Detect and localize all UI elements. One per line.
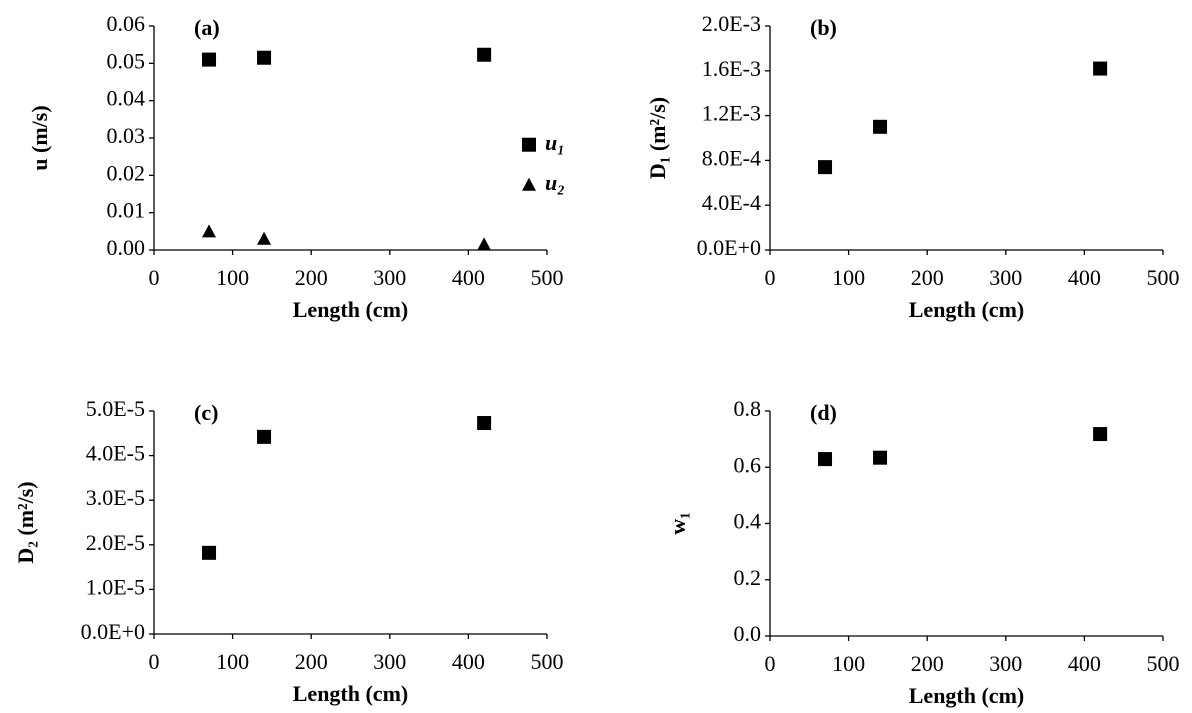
panel: 0.00 0.01 0.02 0.03 0.04 0.05 0.06 0 100 200 300 40… bbox=[27, 11, 565, 322]
legend-label: u₂ bbox=[545, 170, 565, 195]
y-tick-label: 0.2 bbox=[734, 565, 762, 590]
y-tick-label: 5.0E-5 bbox=[86, 396, 145, 421]
y-tick-label: 1.0E-5 bbox=[86, 574, 145, 599]
x-tick-label: 300 bbox=[989, 265, 1022, 290]
x-tick-label: 300 bbox=[373, 649, 406, 674]
x-tick-label: 100 bbox=[832, 651, 865, 676]
square-marker bbox=[477, 47, 492, 62]
x-axis-label: Length (cm) bbox=[909, 297, 1024, 322]
triangle-marker bbox=[202, 224, 217, 238]
square-marker bbox=[873, 450, 888, 465]
x-axis-label: Length (cm) bbox=[909, 683, 1024, 708]
panel: 0.0 0.2 0.4 0.6 0.8 0 100 200 300 400 500 Length (c… bbox=[665, 396, 1179, 708]
square-marker bbox=[1093, 427, 1108, 442]
x-tick-label: 100 bbox=[216, 265, 249, 290]
y-tick-label: 0.06 bbox=[107, 11, 146, 36]
panel-label: (c) bbox=[194, 400, 218, 425]
y-tick-label: 0.0E+0 bbox=[81, 619, 145, 644]
x-tick-label: 400 bbox=[1068, 265, 1101, 290]
x-tick-label: 0 bbox=[765, 651, 776, 676]
y-tick-label: 1.6E-3 bbox=[702, 56, 761, 81]
y-tick-label: 0.4 bbox=[734, 509, 762, 534]
square-marker bbox=[257, 50, 272, 65]
panel-label: (b) bbox=[810, 15, 837, 40]
y-tick-label: 0.04 bbox=[107, 86, 146, 111]
y-tick-label: 0.05 bbox=[107, 48, 146, 73]
x-tick-label: 200 bbox=[911, 265, 944, 290]
square-marker bbox=[1093, 61, 1108, 76]
y-tick-label: 0.0E+0 bbox=[697, 235, 761, 260]
triangle-marker bbox=[257, 231, 272, 245]
panel-label: (d) bbox=[810, 400, 837, 425]
y-tick-label: 0.03 bbox=[107, 123, 146, 148]
square-marker bbox=[873, 119, 888, 134]
y-tick-label: 0.00 bbox=[107, 235, 146, 260]
y-tick-label: 0.0 bbox=[734, 621, 762, 646]
x-tick-label: 300 bbox=[989, 651, 1022, 676]
y-axis-label: w₁ bbox=[665, 512, 690, 534]
y-tick-label: 2.0E-3 bbox=[702, 11, 761, 36]
y-tick-label: 8.0E-4 bbox=[702, 145, 761, 170]
x-tick-label: 200 bbox=[911, 651, 944, 676]
x-tick-label: 400 bbox=[452, 265, 485, 290]
x-tick-label: 500 bbox=[1147, 265, 1180, 290]
x-tick-label: 500 bbox=[531, 265, 564, 290]
x-axis-label: Length (cm) bbox=[293, 681, 408, 706]
panel-label: (a) bbox=[194, 15, 220, 40]
triangle-marker bbox=[477, 237, 492, 251]
x-tick-label: 400 bbox=[452, 649, 485, 674]
legend-label: u₁ bbox=[545, 130, 565, 155]
square-marker bbox=[202, 545, 217, 560]
x-tick-label: 100 bbox=[832, 265, 865, 290]
x-tick-label: 200 bbox=[295, 265, 328, 290]
y-axis-label: D₂ (m²/s) bbox=[13, 481, 38, 563]
x-tick-label: 0 bbox=[765, 265, 776, 290]
y-tick-label: 4.0E-5 bbox=[86, 441, 145, 466]
square-marker bbox=[257, 429, 272, 444]
x-tick-label: 200 bbox=[295, 649, 328, 674]
x-tick-label: 400 bbox=[1068, 651, 1101, 676]
square-marker bbox=[202, 52, 217, 67]
y-tick-label: 0.6 bbox=[734, 452, 762, 477]
x-axis-label: Length (cm) bbox=[293, 297, 408, 322]
y-tick-label: 0.02 bbox=[107, 160, 146, 185]
y-axis-label: u (m/s) bbox=[27, 105, 52, 170]
y-tick-label: 0.8 bbox=[734, 396, 762, 421]
x-tick-label: 0 bbox=[149, 265, 160, 290]
square-marker bbox=[818, 160, 833, 175]
triangle-marker bbox=[522, 177, 536, 191]
x-tick-label: 0 bbox=[149, 649, 160, 674]
x-tick-label: 500 bbox=[531, 649, 564, 674]
panel: 0.0E+0 1.0E-5 2.0E-5 3.0E-5 4.0E-5 5.0E-5 0 100… bbox=[13, 396, 563, 706]
panel: 0.0E+0 4.0E-4 8.0E-4 1.2E-3 1.6E-3 2.0E-3 0 100… bbox=[645, 11, 1179, 322]
square-marker bbox=[522, 137, 536, 152]
x-tick-label: 500 bbox=[1147, 651, 1180, 676]
x-tick-label: 300 bbox=[373, 265, 406, 290]
y-tick-label: 4.0E-4 bbox=[702, 190, 761, 215]
square-marker bbox=[477, 416, 492, 431]
y-tick-label: 0.01 bbox=[107, 198, 146, 223]
y-tick-label: 1.2E-3 bbox=[702, 101, 761, 126]
y-tick-label: 2.0E-5 bbox=[86, 530, 145, 555]
x-tick-label: 100 bbox=[216, 649, 249, 674]
y-axis-label: D₁ (m²/s) bbox=[645, 97, 670, 179]
square-marker bbox=[818, 452, 833, 467]
y-tick-label: 3.0E-5 bbox=[86, 485, 145, 510]
